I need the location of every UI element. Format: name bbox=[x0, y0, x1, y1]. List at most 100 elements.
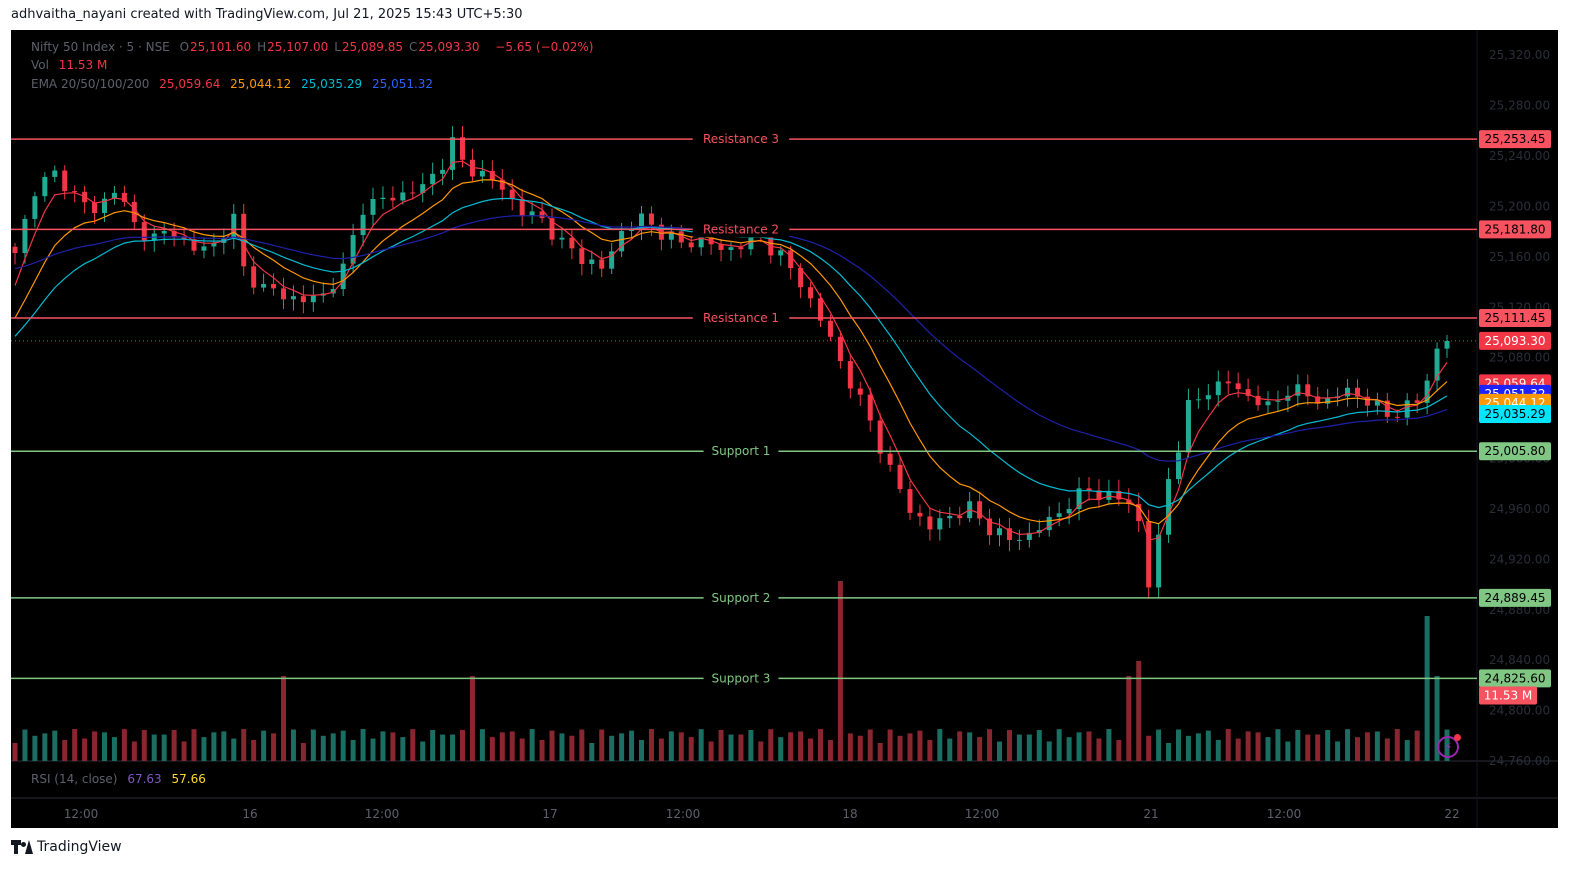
volume-bar bbox=[1305, 734, 1311, 761]
y-tick-label: 25,160.00 bbox=[1489, 250, 1550, 264]
volume-bar bbox=[768, 729, 774, 761]
volume-badge bbox=[1479, 686, 1537, 705]
volume-bar bbox=[619, 733, 625, 761]
volume-bar bbox=[1364, 732, 1370, 761]
candle-body bbox=[460, 137, 465, 160]
volume-bar bbox=[499, 732, 505, 761]
candle-body bbox=[271, 283, 277, 289]
candle-body bbox=[937, 518, 943, 530]
volume-bar bbox=[360, 729, 366, 761]
volume-bar bbox=[1345, 729, 1351, 761]
rsi-value: 67.63 bbox=[127, 772, 162, 786]
volume-value: 11.53 M bbox=[58, 58, 108, 72]
volume-bar bbox=[629, 730, 635, 761]
candle-body bbox=[1066, 509, 1072, 514]
volume-bar bbox=[1076, 732, 1082, 761]
candle-body bbox=[609, 251, 615, 269]
ema50-value: 25,044.12 bbox=[230, 77, 292, 91]
y-tick-label: 24,960.00 bbox=[1489, 502, 1550, 516]
price-chart[interactable]: 25,320.00 25,280.00 25,240.00 25,200.00 25,1… bbox=[11, 30, 1558, 828]
candle-body bbox=[1414, 400, 1420, 403]
candle-body bbox=[837, 336, 843, 362]
volume-bar bbox=[599, 729, 605, 761]
candle-body bbox=[1016, 539, 1022, 541]
volume-bar bbox=[1176, 729, 1181, 761]
volume-bar bbox=[1235, 738, 1241, 761]
volume-bar bbox=[390, 732, 396, 761]
volume-bar bbox=[798, 731, 804, 761]
rsi-ma-value: 57.66 bbox=[171, 772, 206, 786]
y-tick-label: 25,320.00 bbox=[1489, 48, 1550, 62]
volume-bar bbox=[12, 743, 18, 761]
volume-bar bbox=[171, 729, 177, 761]
volume-bar bbox=[639, 739, 644, 761]
chart-credit: adhvaitha_nayani created with TradingVie… bbox=[11, 7, 523, 22]
level-label: Support 2 bbox=[712, 591, 771, 605]
candle-body bbox=[997, 528, 1002, 536]
price-badge-label: 25,005.80 bbox=[1484, 444, 1545, 458]
candle-body bbox=[629, 229, 635, 232]
candle-body bbox=[1046, 516, 1052, 531]
candle-body bbox=[1006, 528, 1012, 540]
flash-icon[interactable]: ⚡ bbox=[1437, 734, 1461, 758]
volume-bar bbox=[818, 729, 823, 761]
ema20-line bbox=[14, 160, 1448, 541]
level-label: Resistance 3 bbox=[703, 132, 779, 146]
candle-body bbox=[529, 211, 535, 217]
volume-bar bbox=[1185, 735, 1191, 761]
volume-bar bbox=[201, 737, 207, 761]
candle-body bbox=[290, 296, 296, 300]
x-tick-label: 22 bbox=[1444, 807, 1459, 821]
candle-body bbox=[708, 234, 714, 245]
volume-bar bbox=[728, 734, 734, 761]
volume-bar bbox=[1116, 740, 1122, 761]
volume-bar bbox=[887, 729, 893, 761]
chart-frame[interactable]: 25,320.00 25,280.00 25,240.00 25,200.00 25,1… bbox=[11, 30, 1558, 828]
volume-bar bbox=[827, 740, 833, 761]
volume-bar bbox=[519, 738, 525, 761]
volume-bar bbox=[290, 729, 296, 761]
volume-bar bbox=[400, 737, 406, 761]
candle-body bbox=[1434, 348, 1440, 381]
volume-bar bbox=[221, 731, 227, 761]
volume-bar bbox=[688, 737, 694, 761]
volume-bar bbox=[808, 738, 814, 761]
legend-ohlc: Nifty 50 Index · 5 · NSE O25,101.60 H25,1… bbox=[31, 40, 599, 54]
candle-body bbox=[847, 361, 853, 389]
ema20-value: 25,059.64 bbox=[159, 77, 221, 91]
volume-bar bbox=[788, 732, 794, 761]
candle-body bbox=[808, 287, 814, 299]
volume-bar bbox=[111, 737, 117, 761]
volume-bar bbox=[947, 738, 953, 761]
x-tick-label: 12:00 bbox=[965, 807, 1000, 821]
ohlc-key: C bbox=[409, 40, 418, 54]
candle-body bbox=[1404, 400, 1410, 418]
tradingview-logo-icon bbox=[11, 840, 33, 854]
volume-bar bbox=[479, 729, 485, 761]
volume-bar bbox=[469, 676, 475, 761]
candle-body bbox=[32, 196, 38, 219]
candle-body bbox=[599, 259, 605, 269]
candle-body bbox=[579, 248, 585, 264]
volume-bar bbox=[1225, 729, 1231, 761]
candle-body bbox=[1325, 398, 1331, 404]
candle-body bbox=[718, 244, 724, 250]
volume-bar bbox=[1245, 731, 1251, 761]
y-tick-label: 25,200.00 bbox=[1489, 199, 1550, 213]
volume-bar bbox=[549, 730, 555, 761]
volume-bar bbox=[738, 734, 744, 761]
candle-body bbox=[1106, 491, 1112, 500]
volume-bar bbox=[539, 740, 545, 761]
level-label: Support 1 bbox=[712, 444, 771, 458]
volume-bar bbox=[658, 738, 664, 761]
candle-body bbox=[191, 239, 197, 251]
volume-bar bbox=[589, 742, 595, 761]
volume-bar bbox=[579, 729, 585, 761]
x-tick-label: 16 bbox=[242, 807, 257, 821]
candle-body bbox=[917, 512, 923, 517]
volume-bar bbox=[1096, 738, 1102, 761]
candle-body bbox=[1315, 396, 1321, 404]
volume-bar bbox=[241, 729, 247, 761]
volume-bar bbox=[320, 735, 326, 761]
candle-body bbox=[1136, 503, 1142, 522]
